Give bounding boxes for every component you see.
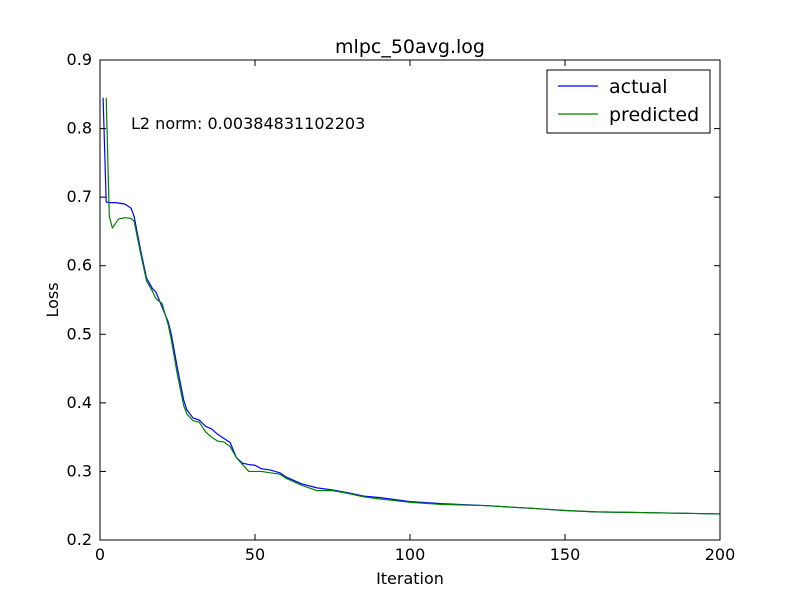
series-lines: [102, 97, 720, 515]
l2-norm-annotation: L2 norm: 0.00384831102203: [131, 114, 365, 133]
y-tick-label: 0.5: [67, 324, 92, 343]
y-tick-label: 0.8: [67, 119, 92, 138]
y-tick-label: 0.7: [67, 187, 92, 206]
series-line-predicted: [105, 97, 720, 515]
y-tick-label: 0.4: [67, 393, 92, 412]
x-axis-label: Iteration: [376, 569, 444, 588]
x-tick-label: 50: [245, 545, 265, 564]
y-tick-label: 0.3: [67, 461, 92, 480]
x-tick-label: 100: [395, 545, 426, 564]
series-line-actual: [102, 97, 720, 515]
y-tick-label: 0.2: [67, 530, 92, 549]
y-axis-label: Loss: [43, 282, 62, 317]
x-tick-label: 200: [705, 545, 736, 564]
y-tick-label: 0.6: [67, 256, 92, 275]
axis-ticks: 0 50 100 150 200 0.2 0.3 0.4 0.5 0.6 0.7 0.8 0.9: [67, 50, 736, 564]
legend: actual predicted: [546, 69, 711, 134]
y-tick-label: 0.9: [67, 50, 92, 69]
x-tick-label: 0: [95, 545, 105, 564]
legend-label-actual: actual: [609, 76, 668, 98]
legend-box: [546, 69, 711, 134]
x-tick-label: 150: [550, 545, 581, 564]
legend-label-predicted: predicted: [609, 104, 699, 126]
chart-title: mlpc_50avg.log: [335, 36, 485, 58]
